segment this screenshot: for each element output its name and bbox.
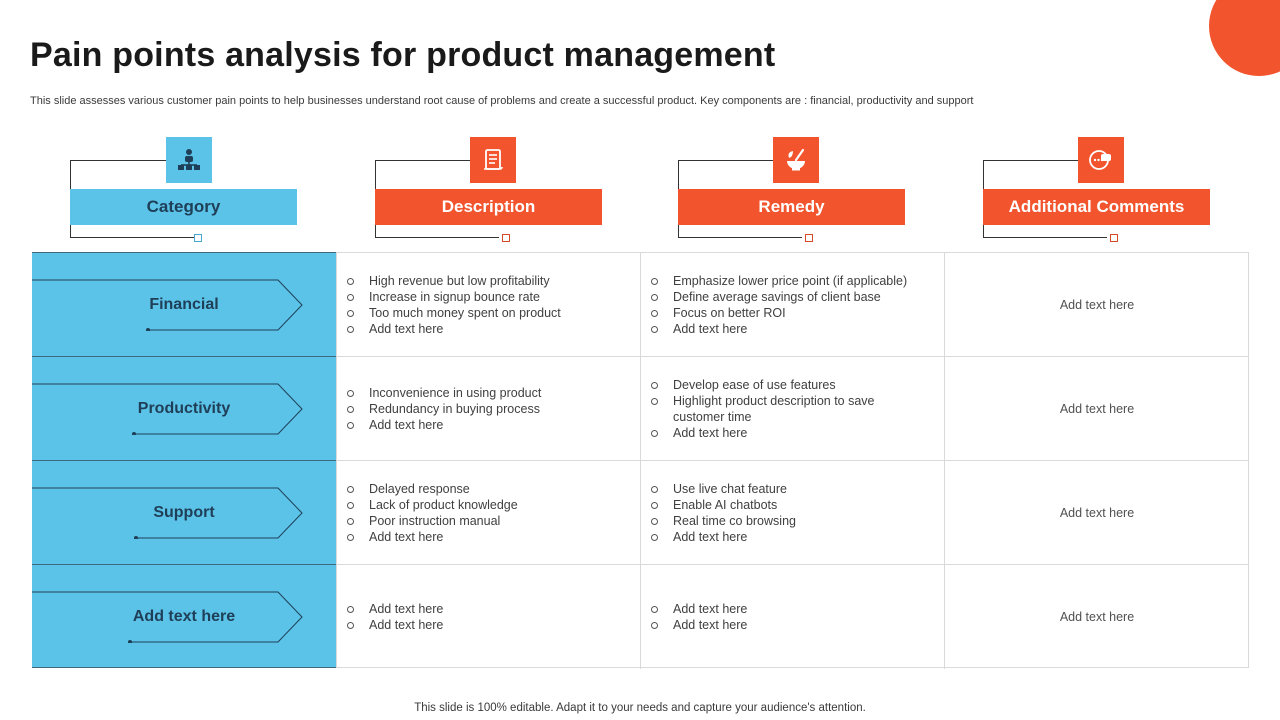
comment-cell: Add text here [945, 565, 1249, 669]
list-item: Add text here [346, 529, 609, 545]
comment-text: Add text here [1059, 401, 1135, 416]
list-item: Enable AI chatbots [650, 497, 913, 513]
list-item: Poor instruction manual [346, 513, 609, 529]
content-grid: High revenue but low profitability Incre… [336, 252, 1249, 669]
remedy-cell: Develop ease of use features Highlight p… [641, 357, 945, 461]
remedy-list: Use live chat feature Enable AI chatbots… [641, 481, 913, 545]
category-label: Financial [149, 296, 219, 313]
category-column: Financial Productivity Support Add text … [32, 252, 336, 668]
document-icon [470, 137, 516, 183]
header-dot [1110, 234, 1118, 242]
category-cell: Support [32, 460, 336, 564]
page-subtitle: This slide assesses various customer pai… [30, 95, 974, 107]
list-item: Emphasize lower price point (if applicab… [650, 273, 913, 289]
list-item: Add text here [346, 417, 609, 433]
list-item: Develop ease of use features [650, 377, 913, 393]
header-dot [194, 234, 202, 242]
footer-note: This slide is 100% editable. Adapt it to… [414, 702, 866, 714]
remedy-cell: Add text here Add text here [641, 565, 945, 669]
list-item: Add text here [346, 617, 609, 633]
comment-text: Add text here [1059, 297, 1135, 312]
list-item: Add text here [346, 321, 609, 337]
remedy-list: Develop ease of use features Highlight p… [641, 377, 913, 441]
description-list: High revenue but low profitability Incre… [337, 273, 609, 337]
description-cell: Add text here Add text here [337, 565, 641, 669]
list-item: Add text here [346, 601, 609, 617]
org-chart-icon [166, 137, 212, 183]
chat-bubbles-icon [1078, 137, 1124, 183]
arrow-shape [32, 591, 303, 643]
description-cell: Delayed response Lack of product knowled… [337, 461, 641, 565]
list-item: Add text here [650, 321, 913, 337]
arrow-shape [32, 383, 303, 435]
category-label: Add text here [132, 608, 236, 625]
list-item: Lack of product knowledge [346, 497, 609, 513]
list-item: Add text here [650, 529, 913, 545]
list-item: Define average savings of client base [650, 289, 913, 305]
list-item: Highlight product description to save cu… [650, 393, 913, 425]
page-title: Pain points analysis for product managem… [30, 36, 776, 74]
comment-cell: Add text here [945, 253, 1249, 357]
header-dot [502, 234, 510, 242]
list-item: Focus on better ROI [650, 305, 913, 321]
mortar-pestle-icon [773, 137, 819, 183]
description-list: Add text here Add text here [337, 601, 609, 633]
pain-points-table: Financial Productivity Support Add text … [32, 252, 1249, 669]
list-item: Real time co browsing [650, 513, 913, 529]
description-cell: High revenue but low profitability Incre… [337, 253, 641, 357]
list-item: Redundancy in buying process [346, 401, 609, 417]
list-item: Add text here [650, 617, 913, 633]
remedy-list: Add text here Add text here [641, 601, 913, 633]
category-label: Support [153, 504, 215, 521]
header-dot [805, 234, 813, 242]
arrow-shape [32, 279, 303, 331]
list-item: Use live chat feature [650, 481, 913, 497]
list-item: Delayed response [346, 481, 609, 497]
list-item: Inconvenience in using product [346, 385, 609, 401]
arrow-shape [32, 487, 303, 539]
remedy-cell: Use live chat feature Enable AI chatbots… [641, 461, 945, 565]
list-item: Add text here [650, 425, 913, 441]
comment-cell: Add text here [945, 461, 1249, 565]
comment-text: Add text here [1059, 610, 1135, 624]
corner-decoration [1209, 0, 1280, 76]
remedy-list: Emphasize lower price point (if applicab… [641, 273, 913, 337]
category-cell: Productivity [32, 356, 336, 460]
comment-text: Add text here [1059, 505, 1135, 520]
description-list: Delayed response Lack of product knowled… [337, 481, 609, 545]
description-list: Inconvenience in using product Redundanc… [337, 385, 609, 433]
list-item: Add text here [650, 601, 913, 617]
category-cell: Financial [32, 252, 336, 356]
list-item: High revenue but low profitability [346, 273, 609, 289]
list-item: Too much money spent on product [346, 305, 609, 321]
header-remedy: Remedy [678, 189, 905, 225]
description-cell: Inconvenience in using product Redundanc… [337, 357, 641, 461]
remedy-cell: Emphasize lower price point (if applicab… [641, 253, 945, 357]
category-label: Productivity [137, 400, 231, 417]
comment-cell: Add text here [945, 357, 1249, 461]
header-category: Category [70, 189, 297, 225]
header-additional-comments: Additional Comments [983, 189, 1210, 225]
list-item: Increase in signup bounce rate [346, 289, 609, 305]
category-cell: Add text here [32, 564, 336, 668]
header-description: Description [375, 189, 602, 225]
